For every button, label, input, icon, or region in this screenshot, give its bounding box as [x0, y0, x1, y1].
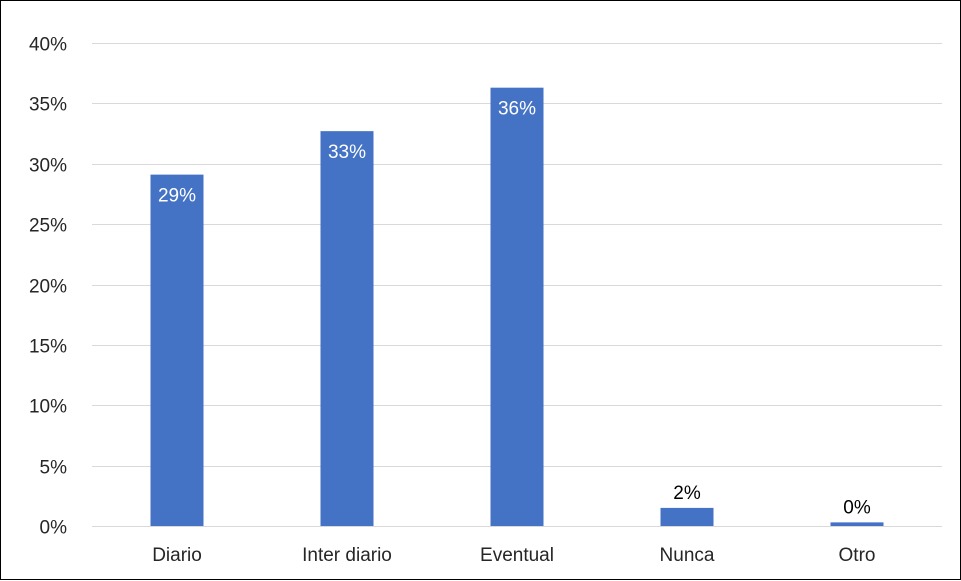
- data-label: 0%: [843, 497, 871, 518]
- x-tick-label: Diario: [152, 545, 202, 566]
- x-tick-label: Otro: [839, 545, 876, 566]
- x-tick-label: Inter diario: [302, 545, 392, 566]
- bar: [150, 174, 204, 526]
- y-tick-label: 0%: [40, 518, 68, 539]
- y-tick-label: 5%: [40, 458, 68, 479]
- y-tick-label: 25%: [29, 216, 67, 237]
- bar: [320, 131, 374, 526]
- data-label: 29%: [158, 186, 196, 207]
- y-tick-label: 35%: [29, 95, 67, 116]
- bar: [490, 87, 544, 527]
- y-tick-label: 10%: [29, 397, 67, 418]
- x-tick-label: Nunca: [660, 545, 715, 566]
- data-label: 36%: [498, 99, 536, 120]
- data-label: 2%: [673, 483, 701, 504]
- y-tick-label: 30%: [29, 156, 67, 177]
- data-label: 33%: [328, 142, 366, 163]
- bar: [830, 522, 884, 526]
- bar: [660, 507, 714, 526]
- y-tick-label: 15%: [29, 337, 67, 358]
- y-tick-label: 40%: [29, 35, 67, 56]
- y-tick-label: 20%: [29, 277, 67, 298]
- x-tick-label: Eventual: [480, 545, 554, 566]
